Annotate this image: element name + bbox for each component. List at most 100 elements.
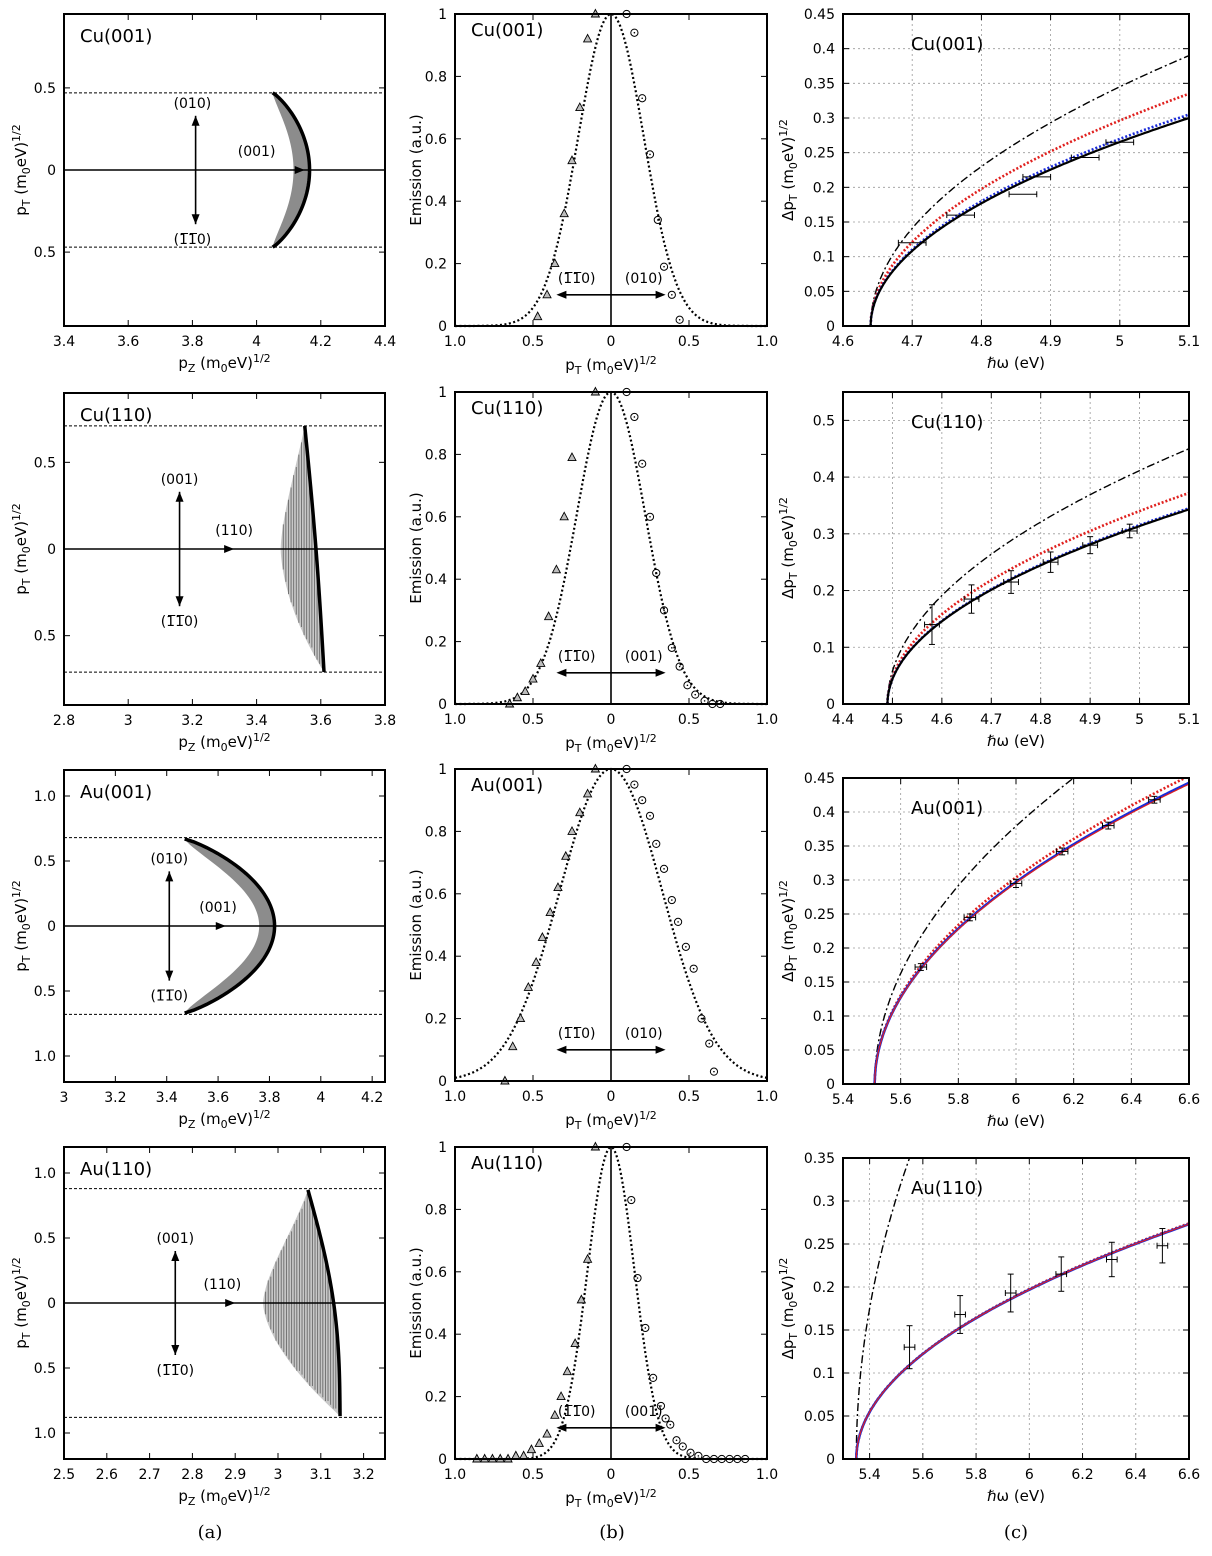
y-tick-label: 0.8	[425, 69, 447, 85]
circle-point-dot	[663, 868, 665, 870]
triangle-point	[543, 611, 554, 621]
y-tick-label: 0.35	[804, 76, 835, 92]
panel-c1: Cu(001) 4.6 4.7 4.8 4.9 5 5.1 0 0.05 0.1 0.15 0.2 0.…	[777, 7, 1200, 372]
arrow-label-right: (010)	[625, 1026, 663, 1042]
circle-point	[667, 643, 676, 652]
arrow-label-left: (1̅1̅0)	[558, 271, 596, 287]
y-tick-label: 0.5	[34, 854, 56, 870]
circle-point	[645, 512, 655, 521]
y-tick-label: 0.5	[34, 629, 56, 645]
y-tick-label: 0.2	[425, 257, 447, 273]
triangle-point	[542, 289, 552, 299]
y-tick-label: 0.6	[425, 887, 447, 903]
x-tick-label: 4	[252, 334, 261, 350]
y-tick-label: 0.35	[804, 839, 835, 855]
x-axis-label: ℏω (eV)	[987, 732, 1045, 750]
y-tick-label: 0	[47, 919, 56, 935]
circle-point	[689, 964, 698, 973]
curves	[886, 448, 1189, 704]
y-tick-label: 0.5	[34, 1361, 56, 1377]
triangle-point	[582, 1253, 593, 1263]
x-tick-label: 3.2	[181, 713, 203, 729]
y-tick-label: 0	[438, 1452, 447, 1468]
x-axis-label: pT (m0eV)1/2	[565, 354, 657, 377]
y-tick-label: 0.15	[804, 215, 835, 231]
x-tick-label: 0	[607, 712, 616, 728]
theory-curve-solid-black	[886, 508, 1189, 704]
y-tick-label: 0.2	[813, 1280, 835, 1296]
triangle-point	[532, 311, 543, 321]
x-tick-label: 3.6	[310, 713, 332, 729]
circle-point	[666, 1420, 675, 1429]
x-tick-label: 3.4	[156, 1090, 178, 1106]
triangle-point	[528, 673, 538, 683]
circle-point-dot	[681, 1445, 684, 1448]
y-tick-label: 0.4	[425, 949, 447, 965]
triangle-point	[515, 1013, 526, 1023]
x-tick-label: 3.6	[117, 334, 139, 350]
x-tick-label: 4	[316, 1090, 325, 1106]
y-tick-label: 0.4	[813, 470, 835, 486]
x-tick-label: 3	[124, 713, 133, 729]
circle-point	[656, 1401, 666, 1411]
x-tick-label: 1.0	[444, 712, 466, 728]
arrow-label-left: (1̅1̅0)	[558, 1026, 596, 1042]
y-tick-label: 0	[438, 1074, 447, 1090]
y-tick-label: 1	[438, 762, 447, 778]
x-tick-label: 4.8	[970, 334, 992, 350]
arrow-label-normal: (110)	[204, 1277, 242, 1293]
y-axis-label: ΔpT (m0eV)1/2	[777, 119, 800, 221]
circle-point-dot	[644, 1327, 647, 1329]
y-tick-label: 0.1	[813, 640, 835, 656]
circle-point-dot	[692, 967, 695, 970]
triangle-point	[537, 932, 548, 941]
y-tick-label: 0.6	[425, 510, 447, 526]
y-tick-label: 0.2	[813, 584, 835, 600]
triangle-point	[582, 788, 593, 798]
circle-point	[659, 606, 669, 615]
fit-curve	[455, 12, 767, 328]
y-axis-label: ΔpT (m0eV)1/2	[777, 497, 800, 599]
y-tick-label: 0.2	[813, 180, 835, 196]
x-axis-label: pT (m0eV)1/2	[565, 1109, 657, 1132]
y-tick-label: 0.2	[425, 1390, 447, 1406]
y-axis-label: pT (m0eV)1/2	[10, 124, 33, 216]
circle-point-dot	[671, 899, 673, 901]
theory-curve-solid-blue	[854, 1222, 1189, 1459]
x-tick-label: 2.8	[53, 713, 75, 729]
theory-curve-dashdot-black	[855, 1158, 911, 1459]
y-tick-label: 0.25	[804, 907, 835, 923]
triangle-point	[562, 1366, 573, 1376]
panel-title: Cu(001)	[80, 26, 152, 47]
arrow-head	[191, 115, 200, 126]
x-axis-label: pT (m0eV)1/2	[565, 732, 657, 755]
panel-b2: (1̅1̅0) (001)Cu(110)1.0 0.5 0 0.5 1.000.20.40…	[407, 385, 778, 755]
y-tick-label: 0.3	[813, 527, 835, 543]
y-tick-label: 0.3	[813, 1194, 835, 1210]
circle-point	[649, 1373, 658, 1382]
arrow-head	[556, 290, 567, 299]
y-tick-label: 0.5	[813, 413, 835, 429]
x-tick-label: 6.6	[1178, 1467, 1200, 1483]
circle-point-dot	[652, 1377, 654, 1379]
circle-point-dot	[649, 815, 651, 817]
y-tick-label: 0.05	[804, 1043, 835, 1059]
circle-point-dot	[636, 1277, 639, 1279]
x-axis-label: pT (m0eV)1/2	[565, 1487, 657, 1510]
circle-point	[645, 150, 655, 159]
y-tick-label: 0	[47, 1296, 56, 1312]
x-tick-label: 6	[1012, 1092, 1021, 1108]
x-tick-label: 5.6	[890, 1092, 912, 1108]
x-tick-label: 4.6	[832, 334, 854, 350]
x-axis-label: ℏω (eV)	[987, 1112, 1045, 1130]
y-tick-label: 1.0	[34, 1166, 56, 1182]
theory-curve-dotted-red	[869, 92, 1189, 326]
panel-title: Cu(001)	[911, 34, 983, 55]
circle-point	[691, 690, 700, 699]
triangle-point	[576, 1294, 587, 1304]
triangle-point	[559, 511, 569, 521]
circle-point	[652, 839, 661, 848]
x-tick-label: 4.4	[832, 712, 854, 728]
y-tick-label: 0.8	[425, 447, 447, 463]
theory-curve-solid-black	[869, 116, 1189, 326]
